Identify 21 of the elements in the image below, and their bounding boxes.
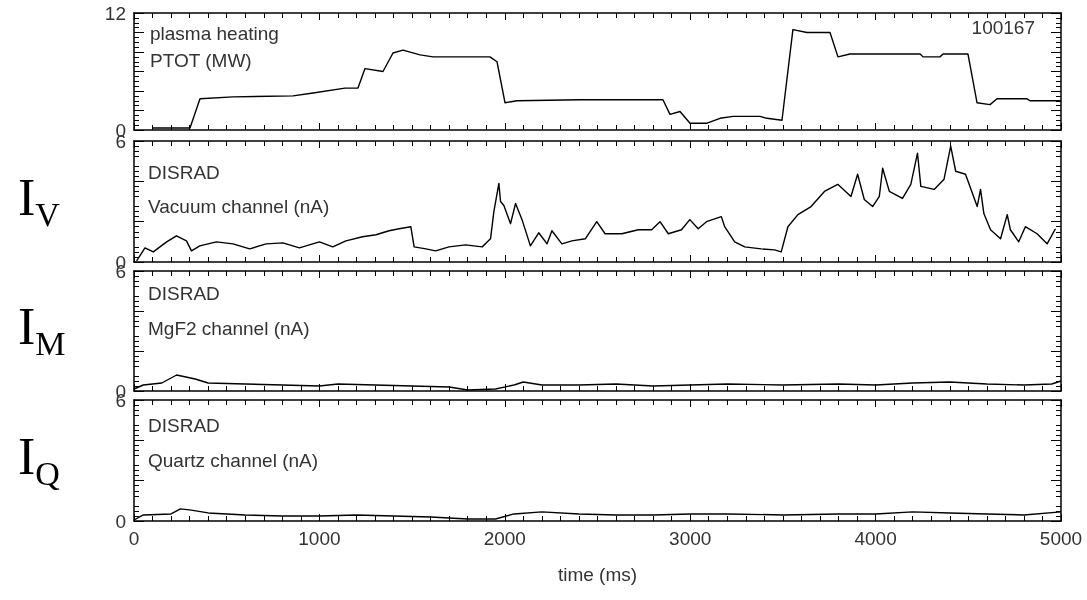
y-axis-title: I$_{V}$	[18, 167, 60, 235]
x-axis-title: time (ms)	[557, 564, 638, 585]
annotation: DISRAD	[148, 414, 220, 436]
x-tick-label: 5000	[1039, 528, 1083, 549]
y-axis-title: I$_{M}$	[18, 297, 66, 365]
y-tick-label: 0	[115, 510, 126, 532]
annotation: plasma heating	[150, 22, 279, 44]
annotation: MgF2 channel (nA)	[148, 317, 310, 339]
annotation: DISRAD	[148, 282, 220, 304]
x-tick-label: 0	[128, 528, 140, 549]
annotation: 100167	[971, 16, 1035, 38]
x-tick-label: 4000	[854, 528, 897, 549]
y-axis-title: I$_{Q}$	[18, 426, 60, 494]
annotation: DISRAD	[148, 161, 220, 183]
x-tick-label: 3000	[669, 528, 712, 549]
x-tick-label: 1000	[298, 528, 341, 549]
annotation: Quartz channel (nA)	[148, 449, 319, 471]
annotation: Vacuum channel (nA)	[148, 195, 330, 217]
annotation: PTOT (MW)	[150, 49, 252, 71]
y-tick-label: 12	[104, 2, 126, 24]
x-tick-label: 2000	[483, 528, 526, 549]
